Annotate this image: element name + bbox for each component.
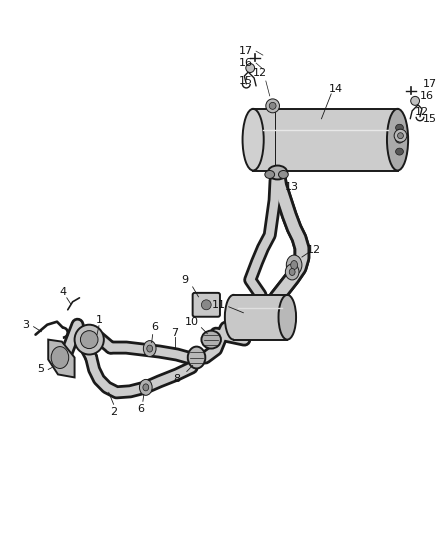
Ellipse shape [143,341,156,357]
Ellipse shape [243,109,264,171]
Ellipse shape [286,255,302,275]
Ellipse shape [268,166,287,180]
Text: 7: 7 [172,328,179,337]
Bar [253,109,398,171]
Bar [233,295,287,340]
Ellipse shape [265,171,275,179]
Ellipse shape [266,99,279,113]
Ellipse shape [74,325,104,354]
Ellipse shape [51,346,69,368]
Text: 9: 9 [181,275,188,285]
Ellipse shape [289,269,295,276]
Ellipse shape [394,129,407,142]
Ellipse shape [285,264,299,280]
FancyBboxPatch shape [193,293,220,317]
Ellipse shape [143,384,149,391]
Ellipse shape [396,148,403,155]
Text: 12: 12 [415,107,429,117]
Text: 15: 15 [423,114,437,124]
Text: 4: 4 [59,287,67,297]
Text: 1: 1 [95,314,102,325]
Text: 6: 6 [138,404,145,414]
Text: 10: 10 [185,317,199,327]
Ellipse shape [81,330,98,349]
Text: 5: 5 [37,365,44,375]
Text: 12: 12 [253,68,267,78]
Ellipse shape [411,96,420,106]
Ellipse shape [246,63,254,72]
Text: 6: 6 [151,322,158,332]
Ellipse shape [398,133,403,139]
Text: 14: 14 [329,84,343,94]
Text: 15: 15 [239,76,253,86]
Text: 3: 3 [22,320,29,330]
Ellipse shape [396,136,403,143]
Ellipse shape [396,124,403,131]
Ellipse shape [279,295,296,340]
Text: 16: 16 [239,58,253,68]
Polygon shape [48,340,74,377]
Ellipse shape [201,300,211,310]
Ellipse shape [291,261,297,270]
Text: 13: 13 [285,182,299,192]
Text: 17: 17 [423,79,437,89]
Text: 12: 12 [307,245,321,255]
Text: 8: 8 [173,374,180,384]
Ellipse shape [139,379,152,395]
Text: 17: 17 [239,46,253,56]
Ellipse shape [188,346,205,368]
Ellipse shape [147,345,152,352]
Text: 16: 16 [420,91,434,101]
Text: 2: 2 [110,407,117,417]
Ellipse shape [201,330,221,349]
Ellipse shape [387,109,408,171]
Ellipse shape [279,171,288,179]
Ellipse shape [225,295,242,340]
Text: 11: 11 [212,300,226,310]
Ellipse shape [269,102,276,109]
